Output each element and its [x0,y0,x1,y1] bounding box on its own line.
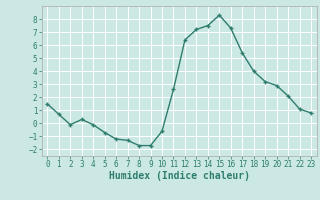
X-axis label: Humidex (Indice chaleur): Humidex (Indice chaleur) [109,171,250,181]
